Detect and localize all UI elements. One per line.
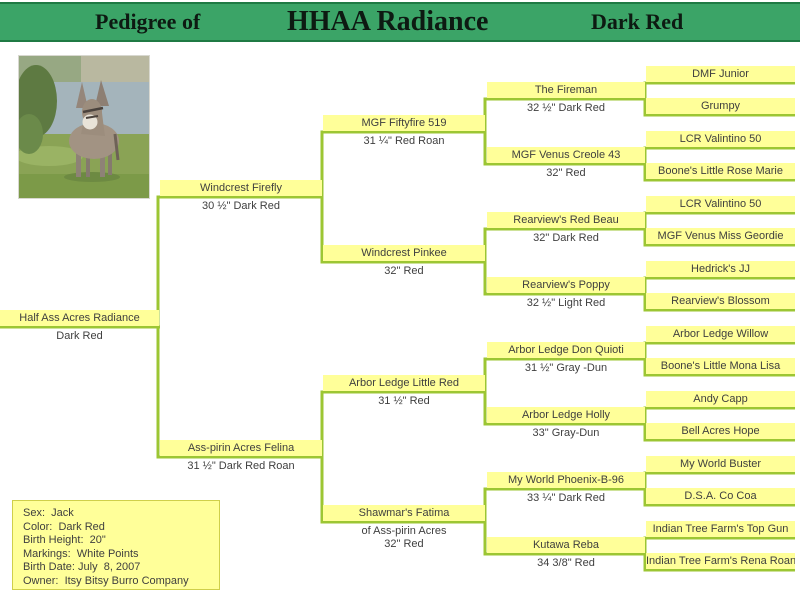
node-name: Arbor Ledge Holly — [487, 407, 645, 423]
node-name: Andy Capp — [646, 391, 795, 407]
node-name: D.S.A. Co Coa — [646, 488, 795, 504]
node-desc: 34 3/8" Red — [537, 557, 595, 569]
node-name: Indian Tree Farm's Top Gun — [646, 521, 795, 537]
node-mgf-venus-miss-geordie: MGF Venus Miss Geordie — [646, 228, 795, 244]
node-name: Rearview's Poppy — [487, 277, 645, 293]
node-desc: 31 ½" Dark Red Roan — [187, 460, 295, 472]
node-desc: 31 ½" Red — [378, 395, 430, 407]
node-lcr-valintino-50-a: LCR Valintino 50 — [646, 131, 795, 147]
header-prefix: Pedigree of — [95, 9, 201, 34]
node-arbor-ledge-holly: Arbor Ledge Holly 33" Gray-Dun — [487, 407, 645, 440]
node-desc: 31 ¼" Red Roan — [363, 135, 445, 147]
node-the-fireman: The Fireman 32 ½" Dark Red — [487, 82, 645, 115]
header-color-label: Dark Red — [591, 9, 684, 34]
node-rearviews-poppy: Rearview's Poppy 32 ½" Light Red — [487, 277, 645, 310]
node-windcrest-pinkee: Windcrest Pinkee 32" Red — [323, 245, 485, 278]
node-mgf-venus-creole-43: MGF Venus Creole 43 32" Red — [487, 147, 645, 180]
node-name: MGF Venus Creole 43 — [487, 147, 645, 163]
node-desc: 32" Red — [546, 167, 586, 179]
node-lcr-valintino-50-b: LCR Valintino 50 — [646, 196, 795, 212]
node-name: Indian Tree Farm's Rena Roan — [646, 553, 795, 569]
node-shawmars-fatima: Shawmar's Fatima of Ass-pirin Acres 32" … — [323, 505, 485, 551]
node-name: MGF Fiftyfire 519 — [323, 115, 485, 131]
node-grumpy: Grumpy — [646, 98, 795, 114]
node-name: Windcrest Pinkee — [323, 245, 485, 261]
node-name: Arbor Ledge Little Red — [323, 375, 485, 391]
node-name: The Fireman — [487, 82, 645, 98]
node-ass-pirin-acres-felina: Ass-pirin Acres Felina 31 ½" Dark Red Ro… — [160, 440, 322, 473]
node-my-world-phoenix-b-96: My World Phoenix-B-96 33 ¼" Dark Red — [487, 472, 645, 505]
node-name: MGF Venus Miss Geordie — [646, 228, 795, 244]
node-bell-acres-hope: Bell Acres Hope — [646, 423, 795, 439]
info-color: Color: Dark Red — [23, 520, 105, 533]
node-desc: of Ass-pirin Acres — [361, 525, 447, 537]
node-desc-line2: 32" Red — [384, 538, 424, 550]
node-name: Rearview's Red Beau — [487, 212, 645, 228]
node-name: LCR Valintino 50 — [646, 131, 795, 147]
node-boones-little-rose-marie: Boone's Little Rose Marie — [646, 163, 795, 179]
info-sex: Sex: Jack — [23, 507, 74, 519]
node-rearviews-red-beau: Rearview's Red Beau 32" Dark Red — [487, 212, 645, 245]
node-hedricks-jj: Hedrick's JJ — [646, 261, 795, 277]
node-windcrest-firefly: Windcrest Firefly 30 ½" Dark Red — [160, 180, 322, 213]
info-birth-height: Birth Height: 20" — [23, 534, 106, 546]
node-arbor-ledge-little-red: Arbor Ledge Little Red 31 ½" Red — [323, 375, 485, 408]
node-name: Boone's Little Rose Marie — [646, 163, 795, 179]
page-title: HHAA Radiance — [287, 6, 489, 37]
donkey-photo — [18, 55, 150, 199]
node-name: My World Phoenix-B-96 — [487, 472, 645, 488]
node-name: DMF Junior — [646, 66, 795, 82]
node-kutawa-reba: Kutawa Reba 34 3/8" Red — [487, 537, 645, 570]
info-owner: Owner: Itsy Bitsy Burro Company — [23, 574, 189, 587]
node-desc: 32 ½" Dark Red — [527, 102, 605, 114]
header-bar: Pedigree of HHAA Radiance Dark Red — [0, 2, 800, 42]
node-desc: Dark Red — [56, 330, 103, 342]
node-name: Bell Acres Hope — [646, 423, 795, 439]
node-desc: 32" Red — [384, 265, 424, 277]
node-desc: 33" Gray-Dun — [532, 427, 600, 439]
node-name: Windcrest Firefly — [160, 180, 322, 196]
node-name: Kutawa Reba — [487, 537, 645, 553]
node-indian-tree-farms-rena-roan: Indian Tree Farm's Rena Roan — [646, 553, 795, 569]
node-name: Shawmar's Fatima — [323, 505, 485, 521]
node-desc: 32 ½" Light Red — [526, 297, 606, 309]
node-indian-tree-farms-top-gun: Indian Tree Farm's Top Gun — [646, 521, 795, 537]
subject-info-box: Sex: Jack Color: Dark Red Birth Height: … — [12, 500, 220, 590]
node-name: Grumpy — [646, 98, 795, 114]
node-desc: 33 ¼" Dark Red — [527, 492, 605, 504]
node-dmf-junior: DMF Junior — [646, 66, 795, 82]
node-name: LCR Valintino 50 — [646, 196, 795, 212]
info-markings: Markings: White Points — [23, 547, 139, 560]
node-desc: 30 ½" Dark Red — [202, 200, 280, 212]
node-name: Arbor Ledge Willow — [646, 326, 795, 342]
info-birth-date: Birth Date: July 8, 2007 — [23, 561, 141, 573]
node-name: Rearview's Blossom — [646, 293, 795, 309]
node-boones-little-mona-lisa: Boone's Little Mona Lisa — [646, 358, 795, 374]
node-rearviews-blossom: Rearview's Blossom — [646, 293, 795, 309]
node-andy-capp: Andy Capp — [646, 391, 795, 407]
node-name: My World Buster — [646, 456, 795, 472]
node-name: Ass-pirin Acres Felina — [160, 440, 322, 456]
node-arbor-ledge-willow: Arbor Ledge Willow — [646, 326, 795, 342]
node-name: Boone's Little Mona Lisa — [646, 358, 795, 374]
node-name: Arbor Ledge Don Quioti — [487, 342, 645, 358]
node-my-world-buster: My World Buster — [646, 456, 795, 472]
node-mgf-fiftyfire-519: MGF Fiftyfire 519 31 ¼" Red Roan — [323, 115, 485, 148]
node-name: Hedrick's JJ — [646, 261, 795, 277]
node-desc: 31 ½" Gray -Dun — [524, 362, 608, 374]
node-name: Half Ass Acres Radiance — [0, 310, 159, 326]
node-dsa-co-coa: D.S.A. Co Coa — [646, 488, 795, 504]
node-arbor-ledge-don-quioti: Arbor Ledge Don Quioti 31 ½" Gray -Dun — [487, 342, 645, 375]
node-half-ass-acres-radiance: Half Ass Acres Radiance Dark Red — [0, 310, 159, 343]
node-desc: 32" Dark Red — [533, 232, 599, 244]
